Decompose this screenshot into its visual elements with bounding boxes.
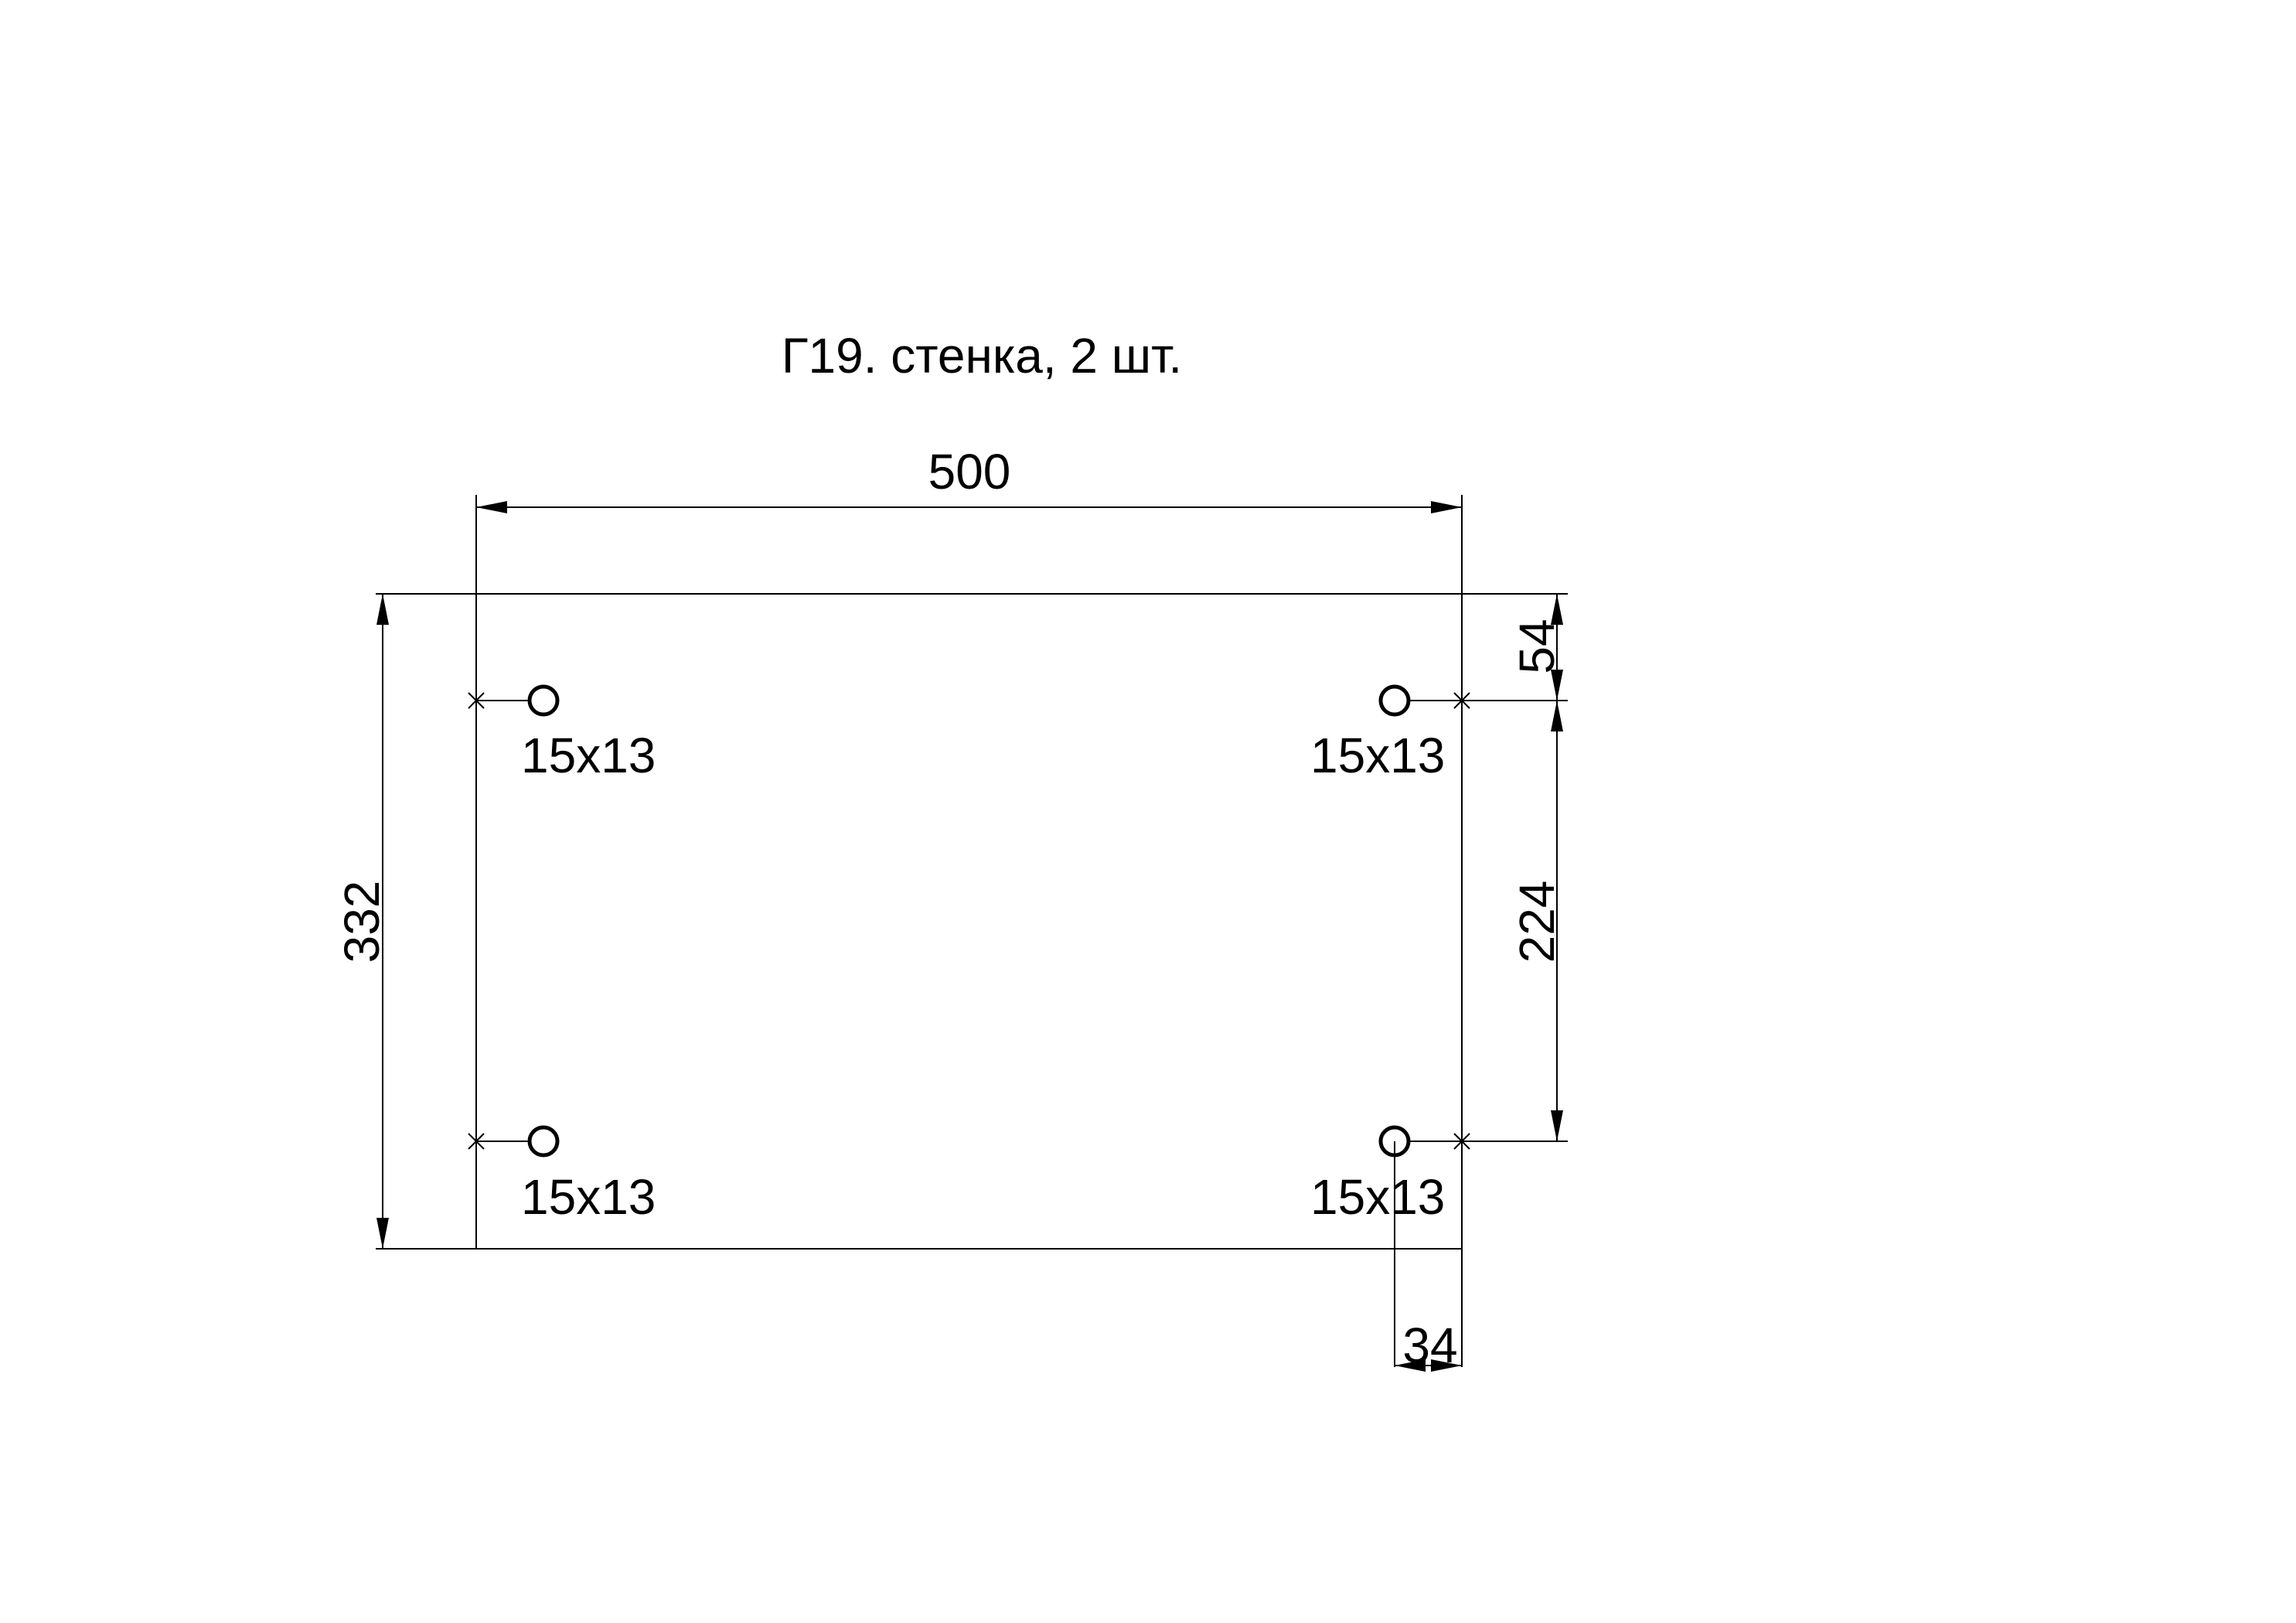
edge-offset-dimension: 34 [1394,1141,1463,1373]
hole-spacing-label: 224 [1509,881,1565,963]
hole-bottom-left: 15x13 [468,1125,656,1225]
hole-label: 15x13 [1310,1169,1445,1225]
edge-offset-label: 34 [1402,1318,1457,1373]
hole-label: 15x13 [521,728,656,783]
hole-bottom-right: 15x13 [1310,1125,1470,1225]
hole-label: 15x13 [1310,728,1445,783]
hole-top-left: 15x13 [468,684,656,783]
top-offset-dimension: 54 [1462,593,1568,701]
drawing-title: Г19. стенка, 2 шт. [782,328,1182,384]
top-offset-label: 54 [1509,619,1565,673]
width-dimension-label: 500 [928,444,1011,500]
hole-label: 15x13 [521,1169,656,1225]
panel-outline [475,593,1463,1250]
hole-top-right: 15x13 [1310,684,1470,783]
width-dimension: 500 [475,444,1463,594]
height-dimension: 332 [334,593,476,1250]
height-dimension-label: 332 [334,881,390,963]
hole-spacing-dimension: 224 [1462,701,1568,1142]
